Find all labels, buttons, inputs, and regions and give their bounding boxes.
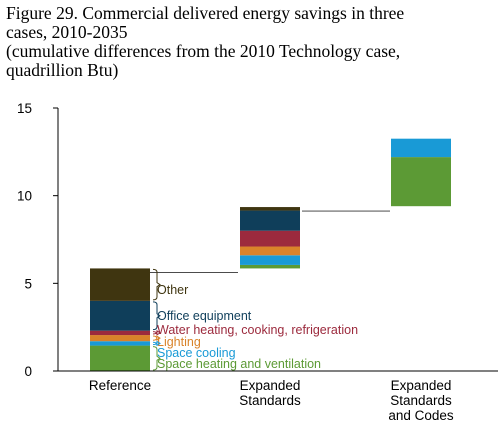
- bar-0-lighting: [90, 335, 150, 342]
- annotation-space-cooling: Space cooling: [157, 346, 236, 360]
- brace-space-cooling: [152, 340, 161, 347]
- bar-2-space-heating-and-ventilation: [391, 157, 451, 207]
- x-tick-label-0-0: Reference: [89, 378, 151, 393]
- y-tick-label-5: 5: [24, 276, 32, 291]
- title-line-2: cases, 2010-2035: [6, 22, 128, 42]
- y-tick-label-0: 0: [24, 364, 32, 379]
- brace-water-heating-cooking-refrigeration: [152, 329, 161, 336]
- chart-title: Figure 29. Commercial delivered energy s…: [6, 4, 498, 80]
- bar-0-space-cooling: [90, 341, 150, 346]
- bar-0-office-equipment: [90, 300, 150, 331]
- title-line-1: Figure 29. Commercial delivered energy s…: [6, 3, 405, 23]
- bar-1-water-heating-cooking-refrigeration: [240, 230, 300, 247]
- x-tick-label-2-2: and Codes: [388, 408, 454, 423]
- bar-1-space-cooling: [240, 255, 300, 265]
- bar-0-space-heating-and-ventilation: [90, 345, 150, 371]
- bar-1-office-equipment: [240, 210, 300, 231]
- bar-0-water-heating-cooking-refrigeration: [90, 330, 150, 336]
- brace-space-heating-and-ventilation: [152, 346, 161, 371]
- annotation-other: Other: [157, 283, 188, 297]
- brace-other: [152, 268, 161, 301]
- x-tick-label-1-1: Standards: [239, 393, 301, 408]
- bar-1-space-heating-and-ventilation: [240, 264, 300, 269]
- bar-1-lighting: [240, 246, 300, 256]
- brace-lighting: [152, 335, 161, 342]
- y-tick-label-15: 15: [17, 101, 32, 116]
- x-tick-label-2-1: Standards: [390, 393, 452, 408]
- bar-0-other: [90, 268, 150, 301]
- annotation-lighting: Lighting: [157, 335, 201, 349]
- x-tick-label-2-0: Expanded: [391, 378, 452, 393]
- title-line-4: quadrillion Btu): [6, 60, 119, 80]
- y-tick-label-10: 10: [17, 189, 32, 204]
- annotation-water-heating-cooking-refrigeration: Water heating, cooking, refrigeration: [157, 323, 358, 337]
- annotation-space-heating-and-ventilation: Space heating and ventilation: [157, 357, 321, 371]
- bar-1-other: [240, 207, 300, 211]
- brace-office-equipment: [152, 301, 161, 331]
- annotation-office-equipment: Office equipment: [157, 309, 252, 323]
- title-line-3: (cumulative differences from the 2010 Te…: [6, 41, 401, 61]
- bar-2-space-cooling: [391, 138, 451, 158]
- x-tick-label-1-0: Expanded: [240, 378, 301, 393]
